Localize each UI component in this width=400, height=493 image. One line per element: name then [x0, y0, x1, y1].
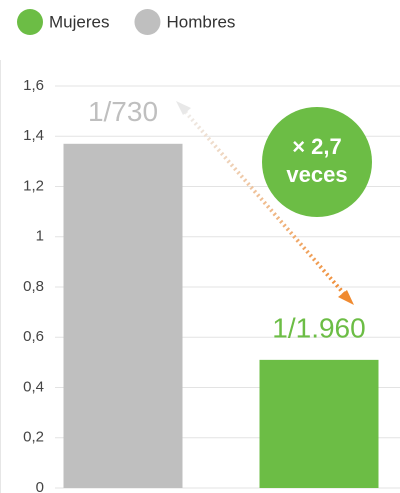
y-tick-label: 1	[36, 228, 44, 245]
legend-swatch	[17, 9, 43, 35]
y-tick-label: 1,6	[23, 77, 44, 94]
value-label: 1/730	[88, 96, 158, 127]
annotation: veces	[286, 162, 347, 187]
y-tick-label: 0,6	[23, 328, 44, 345]
bar	[259, 359, 379, 488]
bar	[63, 143, 183, 488]
annotation: × 2,7	[292, 134, 342, 159]
arrow	[180, 106, 348, 298]
arrow-head	[338, 290, 354, 305]
annotation-badge	[262, 107, 372, 217]
legend-label: Mujeres	[49, 12, 109, 31]
arrow-head	[176, 101, 191, 115]
y-tick-label: 1,4	[23, 127, 44, 144]
y-tick-label: 0,4	[23, 378, 44, 395]
y-tick-label: 0,8	[23, 278, 44, 295]
value-label: 1/1.960	[272, 312, 365, 343]
legend-label: Hombres	[166, 12, 235, 31]
y-tick-label: 0,2	[23, 429, 44, 446]
y-tick-label: 0	[36, 479, 44, 493]
y-tick-label: 1,2	[23, 177, 44, 194]
legend-swatch	[134, 9, 161, 35]
